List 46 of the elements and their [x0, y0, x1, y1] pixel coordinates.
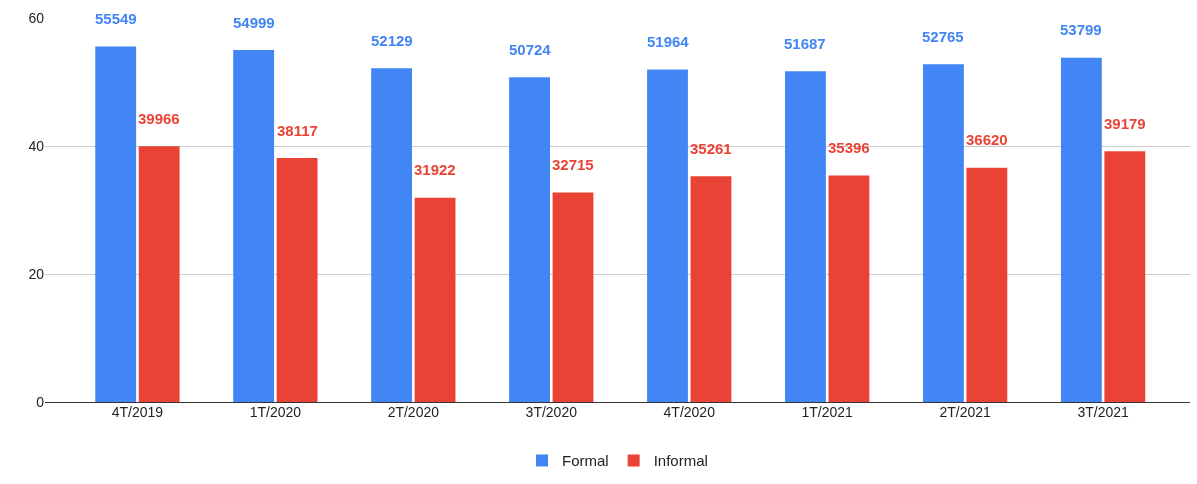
bar	[509, 77, 550, 402]
annotation: 52765	[922, 28, 964, 45]
annotation: 31922	[414, 161, 456, 178]
x-tick-label: 1T/2020	[249, 404, 302, 420]
x-tick-label: 3T/2021	[1077, 404, 1129, 420]
annotation: 51687	[784, 35, 826, 52]
bar	[276, 158, 318, 402]
y-tick-label: 60	[28, 9, 45, 26]
bar	[922, 64, 964, 402]
bar	[138, 146, 180, 402]
bar	[552, 192, 594, 402]
annotation: 54999	[233, 14, 275, 31]
x-tick-label: 2T/2021	[939, 404, 992, 420]
annotation: 53799	[1060, 21, 1102, 38]
bar	[414, 197, 456, 402]
bar	[828, 175, 870, 402]
bar	[690, 176, 732, 402]
annotation: 32715	[552, 156, 594, 173]
bar	[647, 69, 688, 402]
x-tick-label: 3T/2020	[525, 404, 578, 420]
annotation: 39966	[138, 110, 180, 127]
annotation: 35396	[828, 139, 870, 156]
x-tick-label: 1T/2021	[801, 404, 854, 420]
annotation: 50724	[509, 41, 552, 58]
x-tick-label: 4T/2019	[111, 404, 164, 420]
y-tick-label: 0	[36, 393, 45, 410]
annotation: 51964	[647, 33, 690, 50]
legend-label: Informal	[653, 452, 708, 470]
annotation: 52129	[371, 32, 413, 49]
bar	[233, 50, 275, 402]
annotation: 36620	[966, 131, 1008, 148]
annotation: 38117	[277, 122, 318, 139]
annotation: 39179	[1104, 115, 1146, 132]
x-tick-label: 2T/2020	[387, 404, 440, 420]
legend-label: Formal	[562, 452, 609, 470]
bar	[785, 71, 826, 402]
bar	[95, 46, 137, 402]
x-tick-label: 4T/2020	[663, 404, 716, 420]
bar	[966, 167, 1008, 402]
bar	[371, 68, 413, 402]
y-tick-label: 40	[28, 137, 45, 154]
annotation: 35261	[690, 140, 732, 157]
bar	[1104, 151, 1146, 402]
y-tick-label: 20	[28, 265, 45, 282]
annotation: 55549	[95, 10, 137, 27]
bar	[1060, 57, 1102, 402]
